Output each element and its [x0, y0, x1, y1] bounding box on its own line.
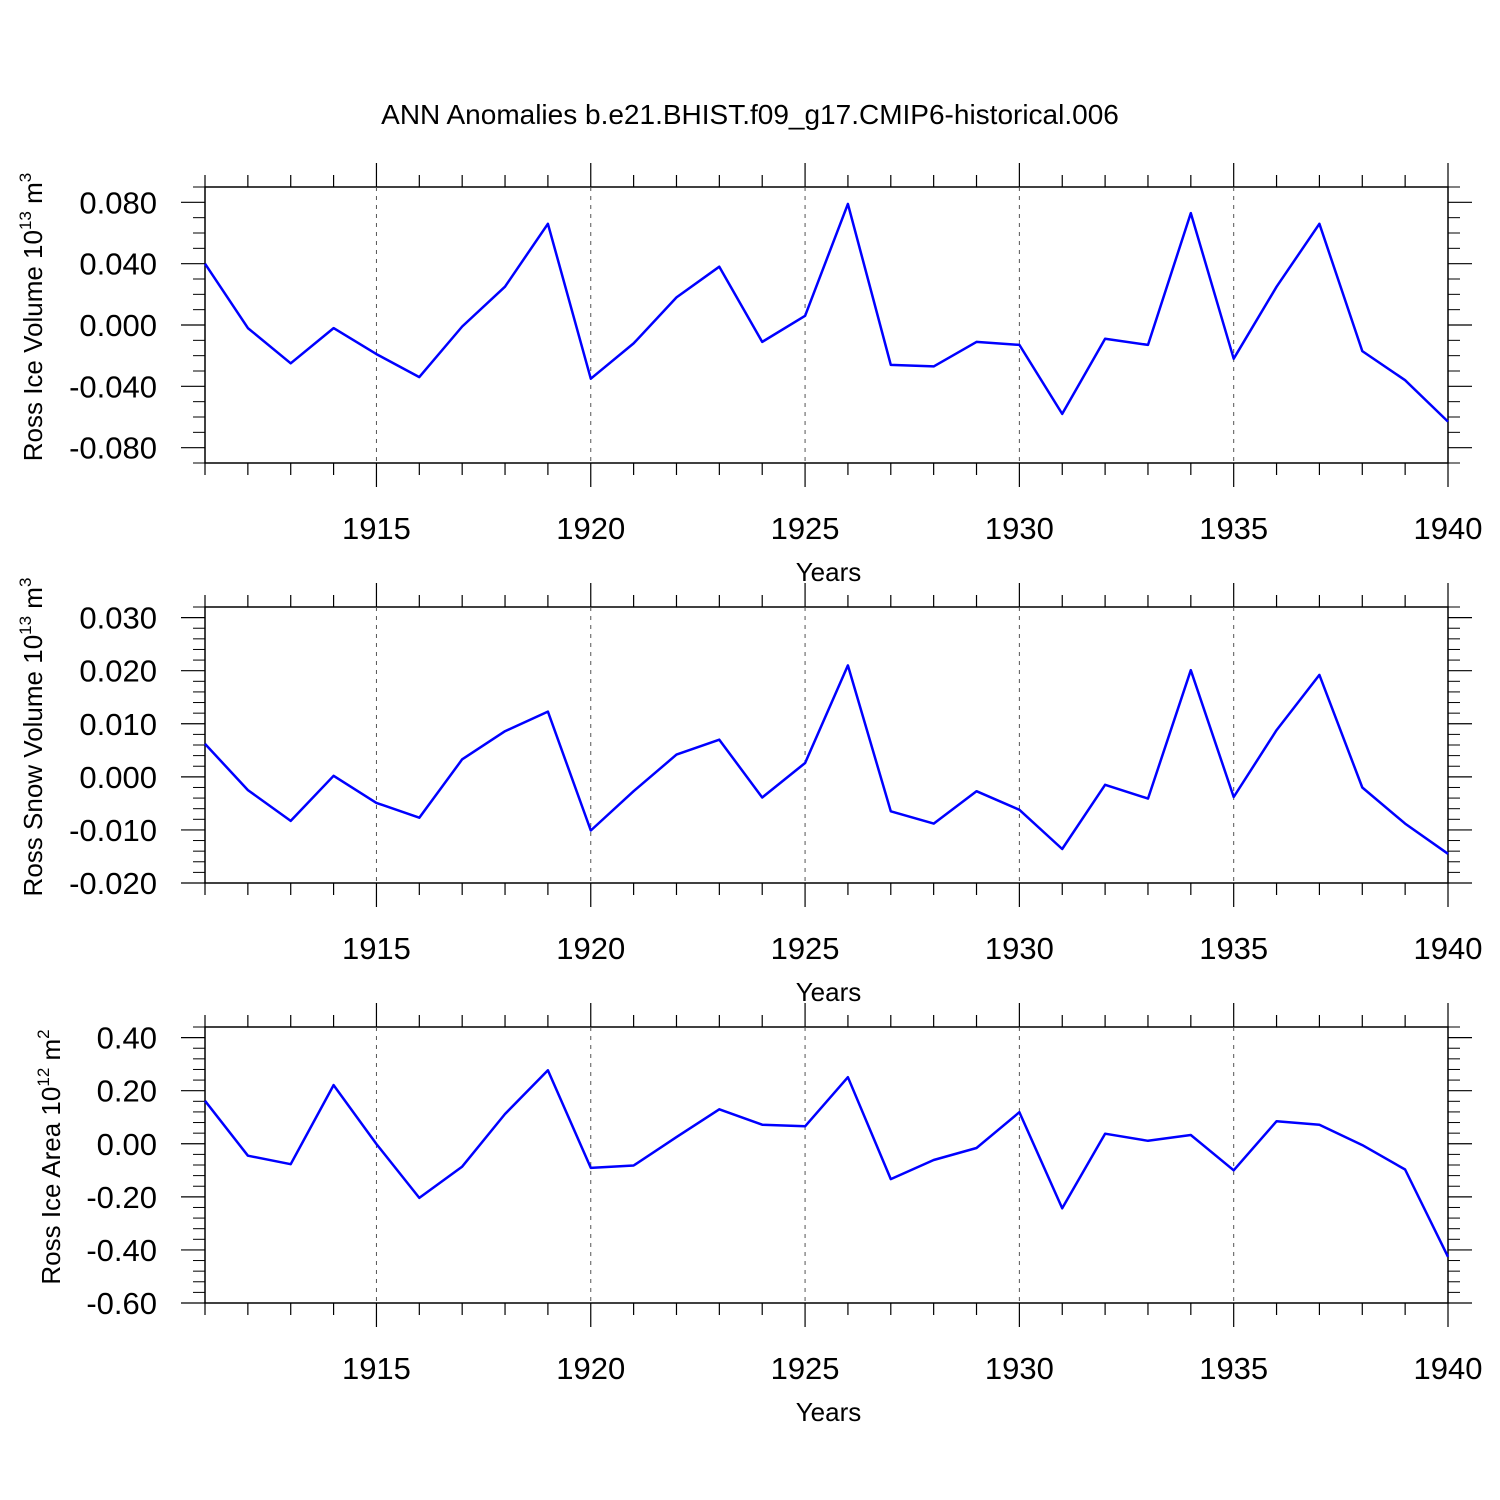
x-tick-label: 1935 [1199, 1351, 1268, 1386]
y-tick-label: -0.010 [69, 813, 157, 848]
y-tick-label: 0.010 [79, 707, 157, 742]
x-tick-label: 1920 [556, 931, 625, 966]
x-tick-label: 1940 [1414, 931, 1483, 966]
x-tick-label: 1930 [985, 511, 1054, 546]
x-axis-label: Years [796, 557, 862, 587]
x-tick-label: 1930 [985, 931, 1054, 966]
panels-container: 1915 1920 1925 1930 1935 1940 Years 0.080 0.040 0… [16, 163, 1482, 1427]
x-axis-label: Years [796, 1397, 862, 1427]
plot-frame [204, 1026, 1449, 1304]
series-line [204, 1069, 1450, 1258]
x-tick-label: 1940 [1414, 511, 1483, 546]
x-tick-label: 1920 [556, 511, 625, 546]
x-tick-label: 1925 [771, 931, 840, 966]
x-tick-label: 1925 [771, 1351, 840, 1386]
y-tick-label: 0.020 [79, 654, 157, 689]
panel-2: 1915 1920 1925 1930 1935 1940 Years 0.030 0.020 0… [16, 578, 1482, 1007]
x-tick-label: 1925 [771, 511, 840, 546]
figure-title: ANN Anomalies b.e21.BHIST.f09_g17.CMIP6-… [381, 99, 1119, 130]
plot-frame [204, 186, 1449, 464]
x-tick-label: 1935 [1199, 931, 1268, 966]
y-axis-label: Ross Snow Volume 1013 m3 [16, 578, 48, 897]
panel-3: 1915 1920 1925 1930 1935 1940 Years 0.40 0.20 0.0… [34, 1003, 1482, 1427]
series-line [203, 202, 1449, 423]
y-tick-label: -0.20 [86, 1180, 157, 1215]
y-tick-label: -0.080 [69, 431, 157, 466]
y-tick-label: -0.60 [86, 1286, 157, 1321]
x-tick-label: 1920 [556, 1351, 625, 1386]
panel-1: 1915 1920 1925 1930 1935 1940 Years 0.080 0.040 0… [16, 163, 1482, 587]
y-tick-label: 0.20 [97, 1074, 157, 1109]
y-axis-label: Ross Ice Volume 1013 m3 [16, 173, 48, 462]
y-tick-label: 0.080 [79, 185, 157, 220]
y-tick-label: 0.030 [79, 601, 157, 636]
y-tick-label: 0.000 [79, 308, 157, 343]
y-tick-label: 0.00 [97, 1127, 157, 1162]
y-tick-label: 0.000 [79, 760, 157, 795]
x-axis-label: Years [796, 977, 862, 1007]
x-tick-label: 1935 [1199, 511, 1268, 546]
x-tick-label: 1940 [1414, 1351, 1483, 1386]
x-tick-label: 1930 [985, 1351, 1054, 1386]
y-tick-label: -0.40 [86, 1233, 157, 1268]
y-tick-label: -0.040 [69, 369, 157, 404]
series-line [204, 664, 1449, 855]
y-tick-label: 0.40 [97, 1021, 157, 1056]
plot-frame [204, 606, 1449, 884]
x-tick-label: 1915 [342, 1351, 411, 1386]
y-axis-label: Ross Ice Area 1012 m2 [34, 1029, 66, 1284]
y-tick-label: 0.040 [79, 247, 157, 282]
x-tick-label: 1915 [342, 931, 411, 966]
x-tick-label: 1915 [342, 511, 411, 546]
y-tick-label: -0.020 [69, 866, 157, 901]
